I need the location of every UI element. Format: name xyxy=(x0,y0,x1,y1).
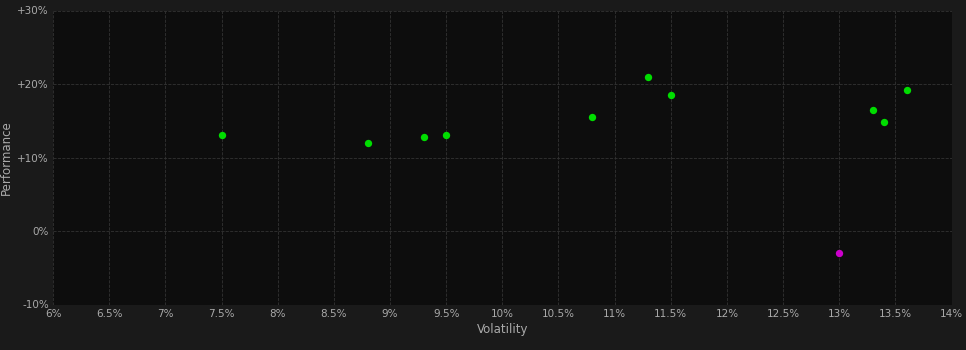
Y-axis label: Performance: Performance xyxy=(0,120,14,195)
Point xyxy=(832,250,847,256)
Point xyxy=(439,133,454,138)
Point xyxy=(899,87,915,93)
Point xyxy=(876,119,892,125)
Point xyxy=(213,133,229,138)
Point xyxy=(663,92,678,98)
Point xyxy=(640,74,656,79)
Point xyxy=(866,107,881,113)
Point xyxy=(416,134,432,140)
Point xyxy=(584,114,600,120)
X-axis label: Volatility: Volatility xyxy=(476,323,528,336)
Point xyxy=(359,140,375,146)
